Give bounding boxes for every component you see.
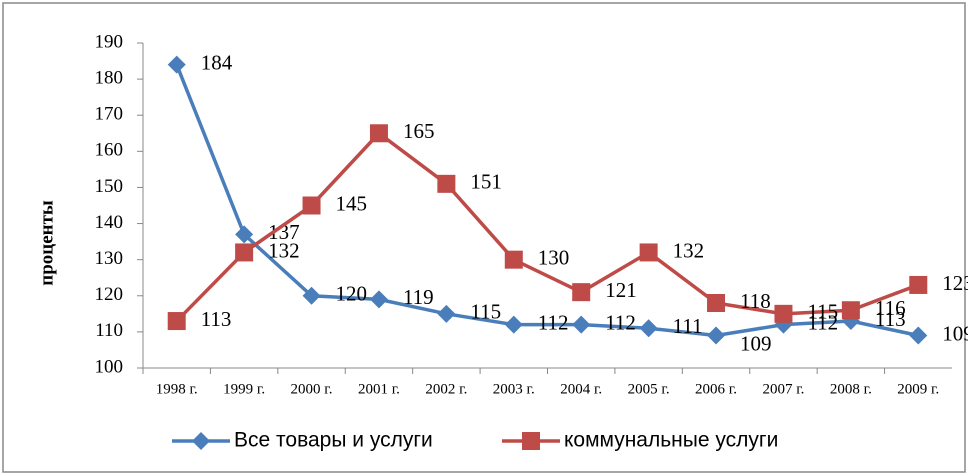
data-label: 115 bbox=[470, 300, 501, 324]
data-label: 132 bbox=[268, 238, 300, 262]
legend-marker bbox=[192, 432, 210, 450]
legend-label: Все товары и услуги bbox=[234, 429, 433, 452]
legend-marker bbox=[522, 432, 540, 450]
data-label: 165 bbox=[403, 119, 435, 143]
point-marker bbox=[909, 275, 928, 294]
x-tick-label: 2001 г. bbox=[358, 381, 400, 397]
point-marker bbox=[302, 286, 321, 305]
point-marker bbox=[572, 283, 591, 302]
data-label: 112 bbox=[807, 310, 838, 334]
point-marker bbox=[639, 243, 658, 262]
point-marker bbox=[909, 326, 928, 345]
data-label: 112 bbox=[538, 310, 569, 334]
data-label: 116 bbox=[875, 296, 906, 320]
y-tick-label: 190 bbox=[95, 31, 124, 52]
data-label: 118 bbox=[740, 289, 771, 313]
point-marker bbox=[707, 294, 726, 312]
series-line bbox=[175, 64, 919, 338]
point-marker bbox=[437, 304, 456, 323]
data-label: 112 bbox=[605, 310, 636, 334]
point-marker bbox=[167, 55, 186, 74]
data-label: 151 bbox=[470, 170, 502, 194]
point-marker bbox=[369, 290, 388, 309]
x-tick-label: 2002 г. bbox=[425, 381, 467, 397]
point-marker bbox=[841, 301, 860, 320]
data-label: 145 bbox=[336, 191, 368, 215]
y-tick-label: 160 bbox=[95, 140, 124, 161]
y-tick-label: 150 bbox=[95, 176, 124, 197]
x-tick-label: 2000 г. bbox=[291, 381, 333, 397]
x-tick-label: 2008 г. bbox=[830, 381, 872, 397]
x-tick-label: 2006 г. bbox=[695, 381, 737, 397]
y-tick-label: 110 bbox=[95, 320, 123, 341]
point-marker bbox=[572, 315, 591, 334]
data-label: 109 bbox=[740, 331, 772, 355]
data-label: 120 bbox=[336, 282, 368, 306]
data-label: 115 bbox=[807, 300, 838, 324]
point-marker bbox=[167, 312, 186, 331]
data-label: 121 bbox=[605, 278, 637, 302]
point-marker bbox=[707, 326, 726, 345]
data-label: 113 bbox=[875, 307, 906, 331]
legend-label: коммунальные услуги bbox=[564, 429, 778, 452]
y-tick-label: 140 bbox=[95, 212, 124, 233]
x-tick-label: 2005 г. bbox=[628, 381, 670, 397]
point-marker bbox=[235, 243, 254, 262]
point-marker bbox=[302, 196, 321, 215]
y-axis-label: проценты bbox=[36, 200, 57, 286]
y-tick-label: 170 bbox=[95, 104, 124, 125]
x-tick-label: 2004 г. bbox=[560, 381, 602, 397]
x-tick-label: 1998 г. bbox=[156, 381, 198, 397]
data-label: 111 bbox=[673, 314, 703, 338]
data-label: 184 bbox=[201, 50, 233, 74]
point-marker bbox=[639, 319, 658, 338]
y-tick-label: 180 bbox=[95, 67, 124, 88]
y-tick-label: 120 bbox=[95, 284, 124, 305]
point-marker bbox=[504, 315, 523, 334]
x-tick-label: 2007 г. bbox=[762, 381, 804, 397]
point-marker bbox=[504, 250, 523, 269]
x-tick-label: 2009 г. bbox=[897, 381, 939, 397]
x-tick-label: 1999 г. bbox=[223, 381, 265, 397]
point-marker bbox=[369, 124, 388, 143]
x-tick-label: 2003 г. bbox=[493, 381, 535, 397]
y-tick-label: 130 bbox=[95, 248, 124, 269]
data-label: 109 bbox=[942, 321, 968, 345]
data-label: 113 bbox=[201, 307, 232, 331]
point-marker bbox=[437, 174, 456, 193]
data-label: 132 bbox=[673, 238, 705, 262]
y-tick-label: 100 bbox=[95, 356, 124, 377]
data-label: 123 bbox=[942, 271, 968, 295]
data-label: 130 bbox=[538, 245, 570, 269]
data-label: 119 bbox=[403, 285, 434, 309]
point-marker bbox=[235, 225, 254, 244]
series-line bbox=[175, 130, 919, 323]
point-marker bbox=[774, 304, 793, 323]
